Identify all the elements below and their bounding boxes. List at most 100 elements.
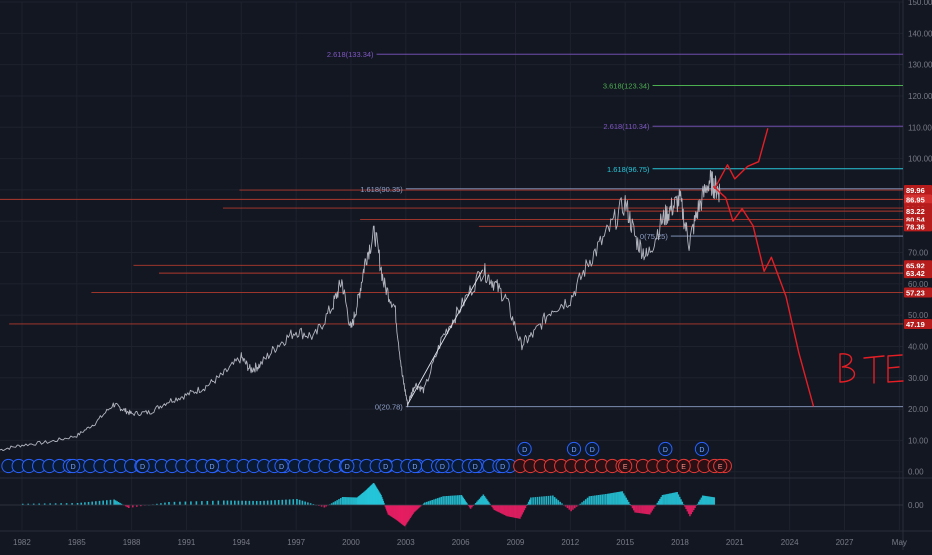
oscillator-bar	[511, 505, 514, 518]
price-level-tag	[904, 318, 932, 329]
oscillator-bar	[390, 505, 392, 517]
dividend-marker	[66, 458, 81, 474]
oscillator-bar	[410, 505, 412, 517]
earnings-marker	[713, 458, 728, 474]
dividend-marker	[468, 458, 483, 474]
oscillator-bar	[117, 502, 120, 505]
oscillator-bar	[449, 495, 452, 505]
oscillator-bar	[522, 505, 525, 513]
oscillator-bar	[703, 495, 705, 505]
oscillator-bar	[354, 497, 357, 505]
price-level-tag-label: 47.19	[906, 320, 925, 329]
upper-event-label: D	[590, 447, 595, 454]
upper-event-marker	[566, 441, 582, 457]
oscillator-bar	[301, 500, 304, 505]
fib-level-label: 0(20.78)	[375, 403, 403, 412]
oscillator-bar	[630, 505, 633, 507]
oscillator-bar	[488, 502, 490, 505]
oscillator-bar	[601, 494, 603, 505]
oscillator-bar	[360, 494, 362, 505]
upper-event-marker	[517, 441, 532, 457]
oscillator-bar	[413, 505, 415, 513]
oscillator-bar	[464, 500, 466, 505]
oscillator-tick-label: 0.00	[908, 501, 924, 510]
oscillator-bar	[21, 503, 24, 505]
oscillator-bar	[438, 497, 441, 505]
oscillator-bar	[633, 505, 635, 511]
oscillator-bar	[507, 505, 510, 517]
oscillator-bar	[523, 505, 526, 511]
oscillator-bar	[570, 505, 572, 512]
oscillator-bar	[336, 500, 338, 505]
oscillator-bar	[65, 503, 68, 505]
oscillator-bar	[233, 500, 236, 505]
oscillator-bar	[692, 505, 695, 511]
x-tick-label: 1994	[232, 538, 250, 547]
price-level-tag-label: 80.54	[906, 216, 926, 225]
oscillator-bar	[573, 505, 576, 509]
y-tick-label: 10.00	[908, 436, 929, 445]
handwritten-stroke	[863, 355, 885, 384]
oscillator-bar	[288, 499, 291, 505]
oscillator-bar	[60, 503, 62, 505]
x-tick-label: 1985	[68, 538, 86, 547]
projection-down-path	[713, 186, 815, 407]
oscillator-bar	[695, 505, 698, 506]
oscillator-bar	[411, 505, 413, 516]
oscillator-bar	[98, 500, 101, 505]
earnings-marker	[676, 458, 691, 474]
dividend-marker	[378, 458, 393, 474]
oscillator-bar	[492, 505, 495, 509]
oscillator-bar	[230, 500, 232, 505]
fib-level-label: 0(75.25)	[640, 232, 668, 241]
oscillator-bar	[597, 495, 600, 505]
oscillator-bar	[126, 505, 129, 508]
x-tick-label: 1997	[287, 538, 305, 547]
oscillator-bar	[637, 505, 639, 513]
oscillator-bar	[564, 505, 567, 507]
oscillator-bar	[510, 505, 512, 517]
oscillator-bar	[691, 505, 694, 513]
oscillator-bar	[614, 492, 616, 505]
oscillator-bar	[484, 497, 487, 505]
oscillator-bar	[579, 503, 582, 505]
oscillator-bar	[634, 505, 636, 513]
oscillator-bar	[417, 505, 420, 509]
price-level-tag	[904, 221, 932, 232]
oscillator-bar	[713, 497, 716, 505]
oscillator-bar	[512, 505, 515, 518]
oscillator-bar	[91, 501, 93, 505]
upper-event-marker	[694, 441, 710, 457]
oscillator-bar	[323, 505, 326, 508]
oscillator-bar	[259, 501, 262, 505]
oscillator-bar	[424, 502, 426, 505]
oscillator-bar	[527, 501, 530, 505]
earnings-marker-label: E	[623, 464, 628, 471]
oscillator-bar	[433, 499, 435, 505]
oscillator-bar	[611, 493, 613, 505]
oscillator-bar	[555, 498, 558, 505]
oscillator-bar	[606, 493, 609, 505]
price-level-tag	[904, 260, 932, 271]
oscillator-bar	[656, 502, 659, 505]
oscillator-bar	[451, 495, 454, 505]
oscillator-bar	[404, 505, 407, 525]
fib-level-label: 1.618(90.35)	[360, 185, 403, 194]
oscillator-bar	[502, 505, 505, 515]
oscillator-bar	[583, 500, 585, 505]
x-tick-label: 1982	[13, 538, 31, 547]
y-tick-label: 110.00	[908, 123, 932, 132]
dividend-marker	[204, 458, 220, 474]
oscillator-bar	[125, 505, 127, 507]
oscillator-bar	[440, 496, 443, 505]
oscillator-bar	[332, 502, 335, 505]
y-tick-label: 20.00	[908, 405, 929, 414]
oscillator-bar	[534, 497, 537, 505]
oscillator-bar	[521, 505, 523, 515]
oscillator-bar	[559, 501, 561, 505]
oscillator-bar	[620, 491, 622, 505]
fib-level-label: 1.618(96.75)	[607, 165, 650, 174]
oscillator-bar	[127, 505, 130, 508]
oscillator-bar	[285, 499, 287, 505]
